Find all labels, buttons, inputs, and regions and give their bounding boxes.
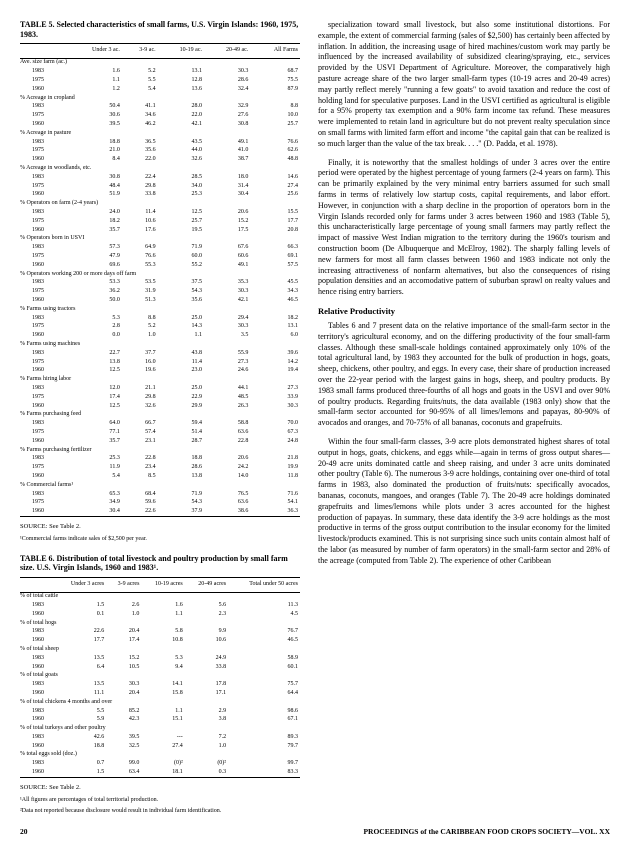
section-heading: Relative Productivity <box>318 306 610 317</box>
table6-container: Under 3 acres3-9 acres10-19 acres20-49 a… <box>20 577 300 779</box>
table6: Under 3 acres3-9 acres10-19 acres20-49 a… <box>20 578 300 778</box>
right-column: specialization toward small livestock, b… <box>318 20 610 815</box>
table5-source: SOURCE: See Table 2. <box>20 523 300 531</box>
body-p1: specialization toward small livestock, b… <box>318 20 610 150</box>
table6-footnote1: ¹All figures are percentages of total te… <box>20 797 300 805</box>
body-p2: Finally, it is noteworthy that the small… <box>318 158 610 298</box>
body-p4: Within the four small-farm classes, 3-9 … <box>318 437 610 567</box>
body-p3: Tables 6 and 7 present data on the relat… <box>318 321 610 429</box>
publication-title: PROCEEDINGS of the CARIBBEAN FOOD CROPS … <box>363 827 610 837</box>
table5-footnote: ¹Commercial farms indicate sales of $2,5… <box>20 536 300 544</box>
table6-footnote2: ²Data not reported because disclosure wo… <box>20 808 300 816</box>
table5-title: TABLE 5. Selected characteristics of sma… <box>20 20 300 39</box>
table6-title: TABLE 6. Distribution of total livestock… <box>20 554 300 573</box>
page-footer: 20 PROCEEDINGS of the CARIBBEAN FOOD CRO… <box>20 827 610 837</box>
table5-container: Under 3 ac.3-9 ac.10-19 ac.20-49 ac.All … <box>20 43 300 517</box>
table6-source: SOURCE: See Table 2. <box>20 784 300 792</box>
page-number: 20 <box>20 827 28 837</box>
left-column: TABLE 5. Selected characteristics of sma… <box>20 20 300 815</box>
table5: Under 3 ac.3-9 ac.10-19 ac.20-49 ac.All … <box>20 44 300 516</box>
